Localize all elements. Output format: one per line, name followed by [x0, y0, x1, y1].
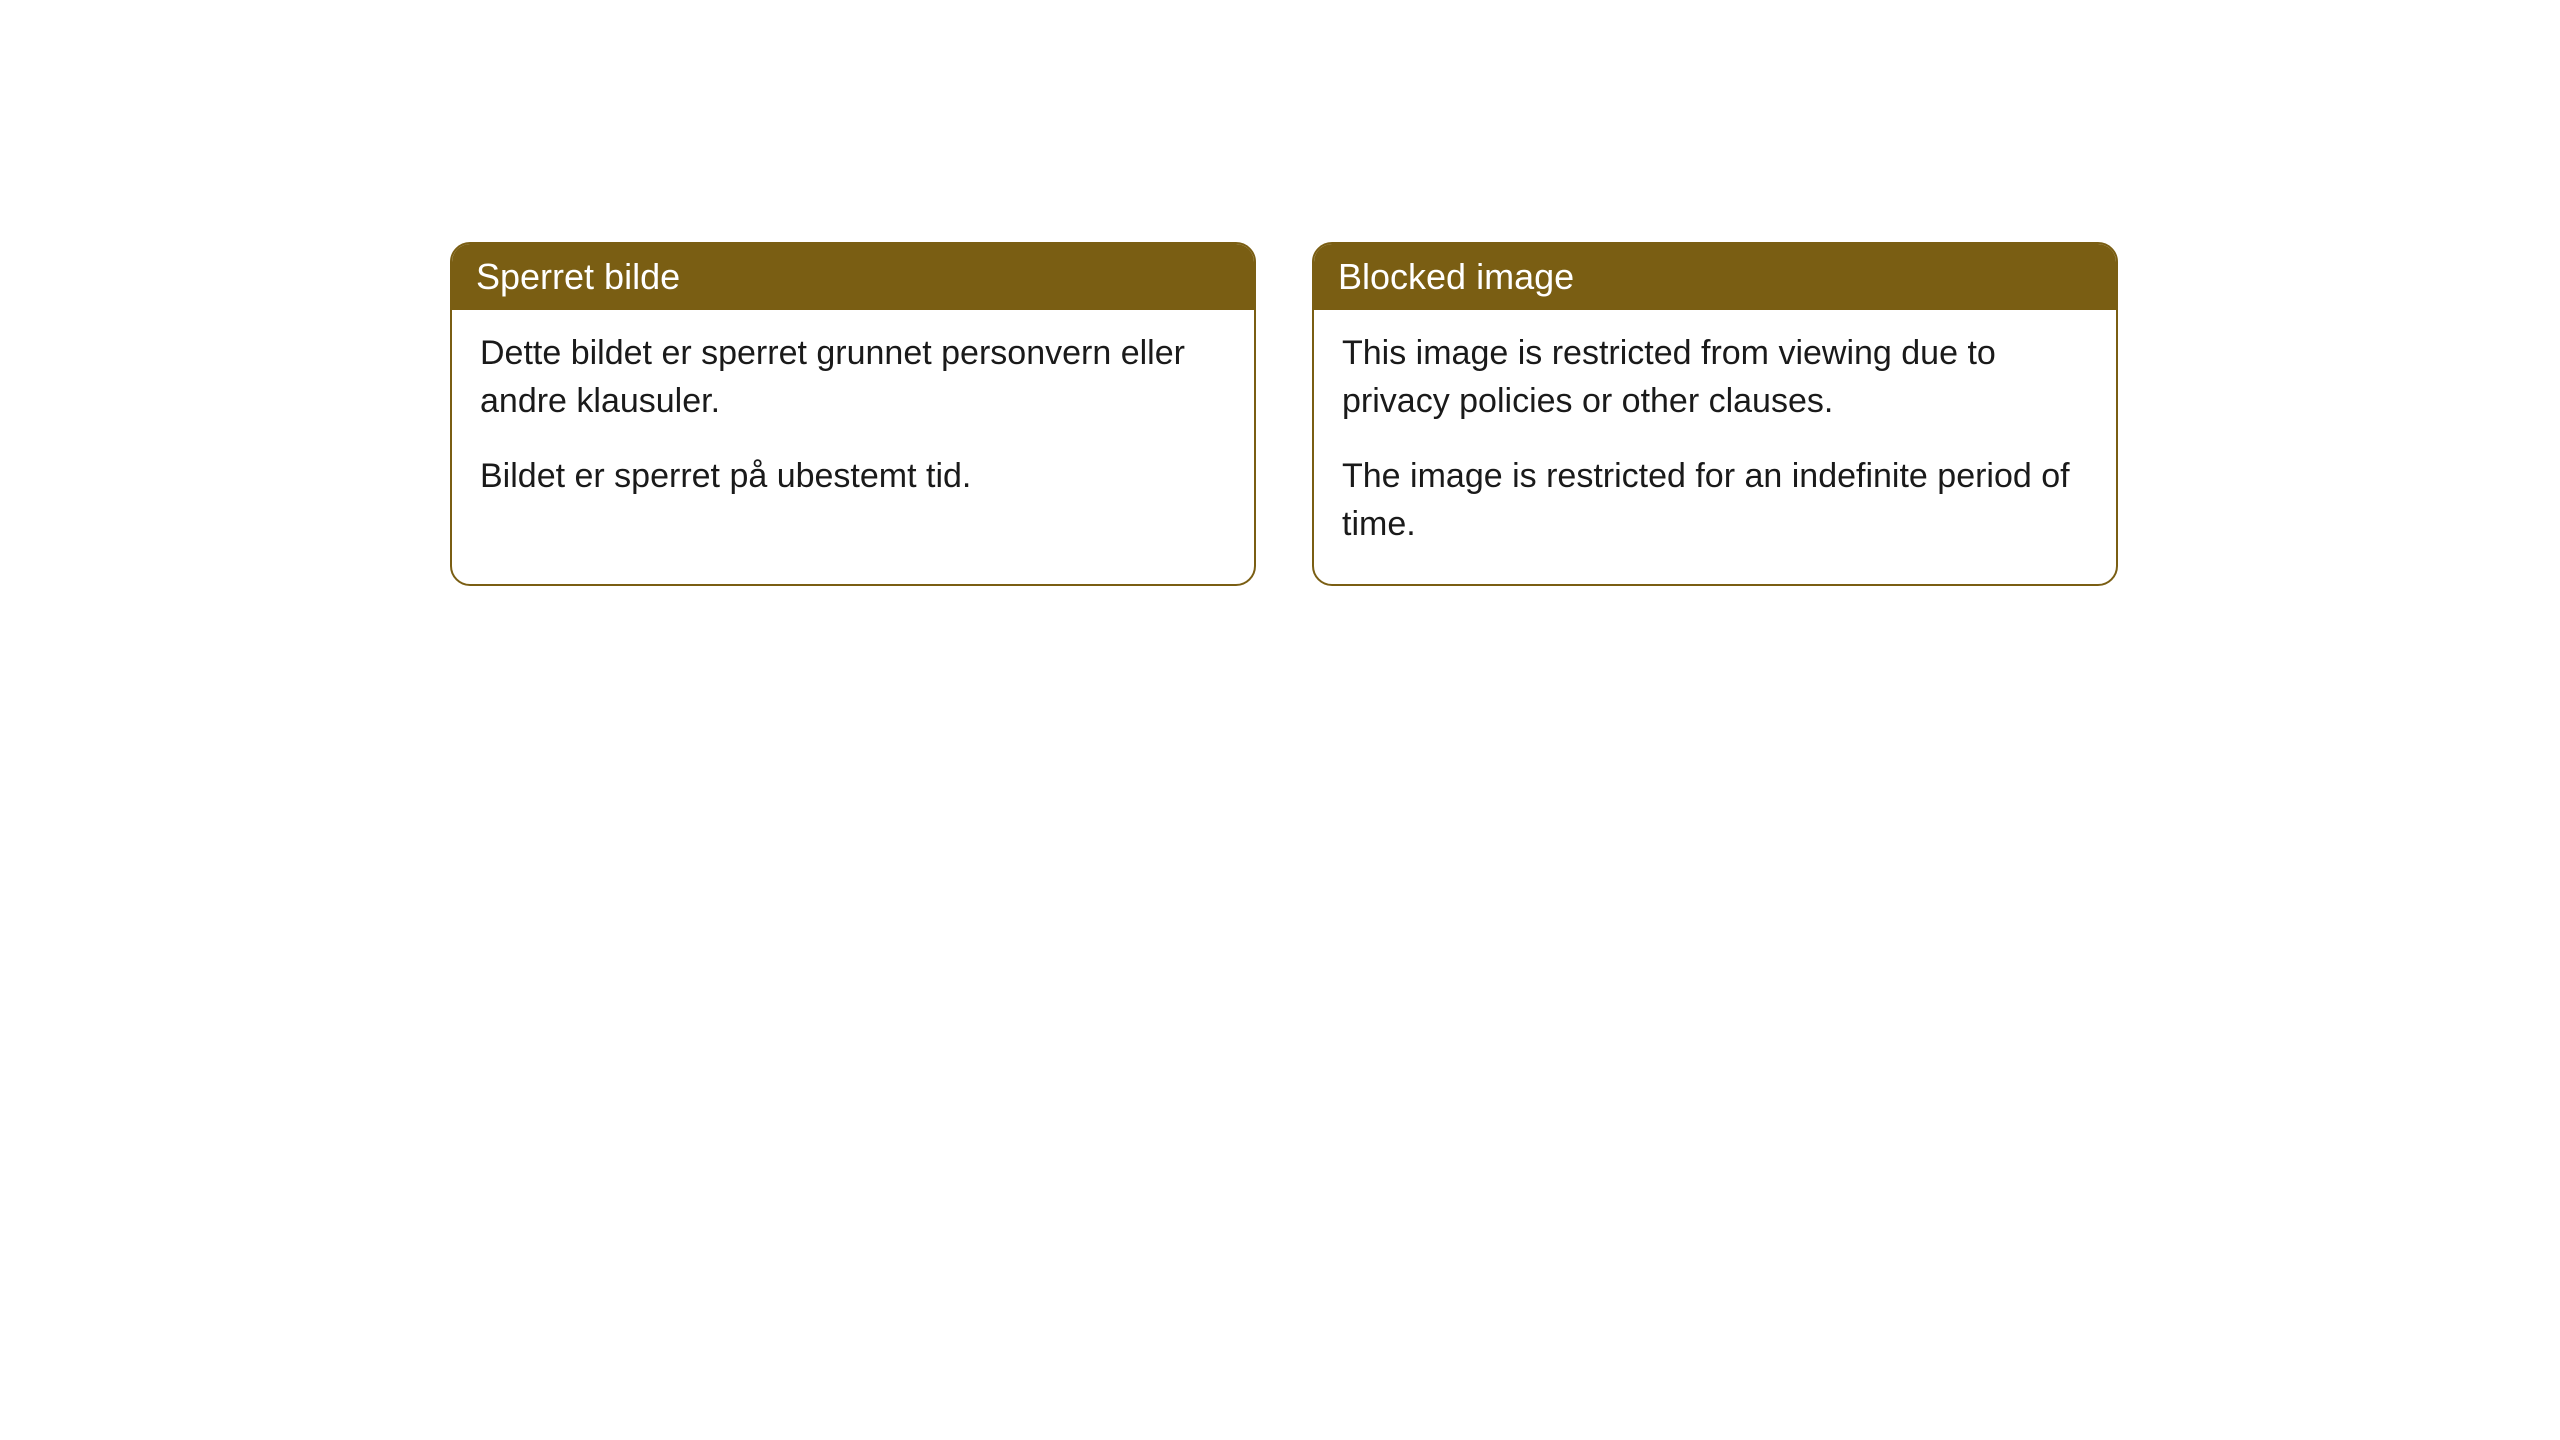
notice-card-norwegian: Sperret bilde Dette bildet er sperret gr…: [450, 242, 1256, 586]
notice-paragraph: Bildet er sperret på ubestemt tid.: [480, 453, 1226, 501]
notice-body: Dette bildet er sperret grunnet personve…: [452, 310, 1254, 537]
notice-paragraph: The image is restricted for an indefinit…: [1342, 453, 2088, 548]
notice-card-english: Blocked image This image is restricted f…: [1312, 242, 2118, 586]
notices-container: Sperret bilde Dette bildet er sperret gr…: [0, 0, 2560, 586]
notice-title: Sperret bilde: [452, 244, 1254, 310]
notice-paragraph: Dette bildet er sperret grunnet personve…: [480, 330, 1226, 425]
notice-body: This image is restricted from viewing du…: [1314, 310, 2116, 584]
notice-paragraph: This image is restricted from viewing du…: [1342, 330, 2088, 425]
notice-title: Blocked image: [1314, 244, 2116, 310]
